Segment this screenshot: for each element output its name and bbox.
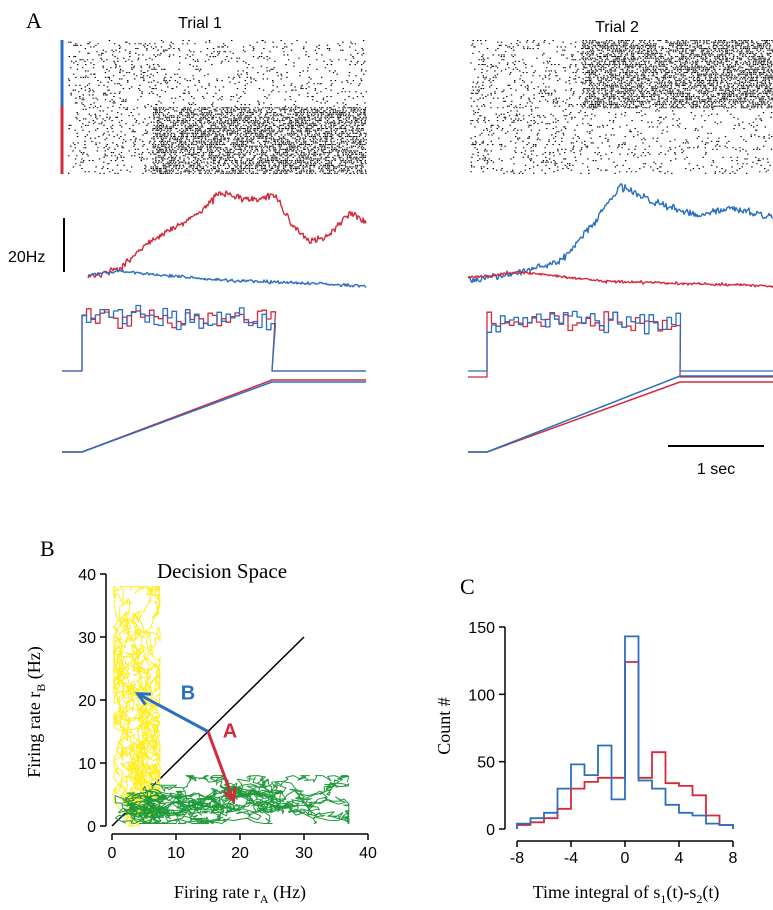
chart-c-x-tick-label: 8 bbox=[729, 850, 738, 867]
trajectory-a-win bbox=[114, 785, 290, 819]
trajectory-b-win bbox=[113, 611, 142, 814]
chart-b-x-tick-label: 30 bbox=[295, 845, 313, 862]
chart-b-y-tick-label: 40 bbox=[78, 567, 96, 584]
chart-c-xlabel: Time integral of s1(t)-s2(t) bbox=[533, 882, 720, 906]
chart-b-ylabel: Firing rate rB (Hz) bbox=[24, 646, 48, 777]
panel-label-c: C bbox=[460, 574, 475, 599]
chart-c-x-tick-label: -4 bbox=[564, 850, 578, 867]
trial-1-integral-red bbox=[62, 379, 366, 453]
chart-c-y-tick-label: 100 bbox=[468, 687, 495, 704]
trajectory-b-win bbox=[119, 586, 161, 802]
trial-1-input-red bbox=[62, 308, 366, 372]
chart-c-y-tick-label: 150 bbox=[468, 620, 495, 637]
chart-b-title: Decision Space bbox=[157, 559, 287, 583]
histogram-blue bbox=[516, 635, 734, 829]
chart-c-y-tick-label: 0 bbox=[486, 822, 495, 839]
arrow-a bbox=[206, 730, 236, 802]
trajectory-a-win bbox=[136, 779, 350, 814]
chart-c-ylabel: Count # bbox=[434, 697, 454, 755]
trajectory-a-win bbox=[130, 784, 350, 824]
trial-2-rate-blue bbox=[467, 183, 773, 284]
chart-b-y-tick-label: 10 bbox=[78, 756, 96, 773]
chart-b-arrows: BA bbox=[134, 683, 237, 804]
raster-trial-1 bbox=[68, 40, 367, 174]
raster-spikes bbox=[470, 40, 773, 174]
arrow-b bbox=[136, 692, 209, 733]
time-scale-label: 1 sec bbox=[697, 461, 735, 478]
trajectory-a-win bbox=[137, 787, 333, 824]
chart-b-x-tick-label: 0 bbox=[108, 845, 117, 862]
trajectory-b-win bbox=[118, 628, 161, 825]
trial-2-input-blue bbox=[468, 310, 773, 372]
chart-c-axes: -8 -4 0 4 8 0 50 100 150 bbox=[468, 620, 737, 867]
panel-c: C -8 -4 0 4 8 0 50 100 150 Time integral of s1(t… bbox=[434, 574, 738, 906]
arrow-label-b: B bbox=[181, 683, 195, 705]
panel-label-b: B bbox=[40, 536, 55, 561]
chart-c-x-tick-label: 0 bbox=[621, 850, 630, 867]
rate-scale-label: 20Hz bbox=[8, 249, 45, 266]
trial-2-rate-red bbox=[467, 270, 773, 288]
trial-2-integral-blue bbox=[468, 375, 773, 453]
arrow-head-b bbox=[134, 692, 152, 706]
chart-c-y-tick-label: 50 bbox=[477, 755, 495, 772]
raster-spikes bbox=[68, 40, 367, 174]
arrow-label-a: A bbox=[223, 721, 237, 743]
chart-c-x-tick-label: 4 bbox=[675, 850, 684, 867]
chart-b-y-tick-label: 0 bbox=[87, 819, 96, 836]
trial-2-input-red bbox=[468, 311, 773, 378]
chart-c-x-tick-label: -8 bbox=[510, 850, 524, 867]
trajectory-b-win bbox=[113, 586, 161, 807]
trajectory-a-win bbox=[115, 776, 266, 824]
trial-1-title: Trial 1 bbox=[178, 15, 222, 32]
trial-1-rate-red bbox=[87, 190, 367, 279]
panel-label-a: A bbox=[26, 8, 42, 33]
chart-b-x-tick-label: 20 bbox=[231, 845, 249, 862]
trajectory-a-win bbox=[133, 780, 306, 822]
panel-a: A Trial 1 Trial 2 20Hz 1 sec bbox=[8, 8, 773, 478]
chart-b-y-tick-label: 20 bbox=[78, 693, 96, 710]
arrow-head-a bbox=[222, 787, 237, 804]
trial-1-input-blue bbox=[62, 304, 366, 372]
trajectory-b-win bbox=[133, 586, 161, 803]
raster-trial-2 bbox=[470, 40, 773, 174]
chart-b-xlabel: Firing rate rA (Hz) bbox=[174, 882, 306, 906]
trajectory-a-win bbox=[133, 775, 244, 808]
chart-b-trajectories bbox=[113, 586, 350, 827]
chart-b-x-tick-label: 10 bbox=[167, 845, 185, 862]
chart-b-y-tick-label: 30 bbox=[78, 630, 96, 647]
trial-1-rate-blue bbox=[87, 269, 367, 289]
trajectory-b-win bbox=[113, 668, 149, 817]
trial-traces bbox=[62, 183, 773, 453]
trial-2-title: Trial 2 bbox=[595, 19, 639, 36]
trajectory-b-win bbox=[113, 610, 157, 827]
chart-b-x-tick-label: 40 bbox=[359, 845, 377, 862]
trial-1-integral-blue bbox=[62, 381, 366, 453]
chart-c-histogram bbox=[516, 635, 734, 829]
